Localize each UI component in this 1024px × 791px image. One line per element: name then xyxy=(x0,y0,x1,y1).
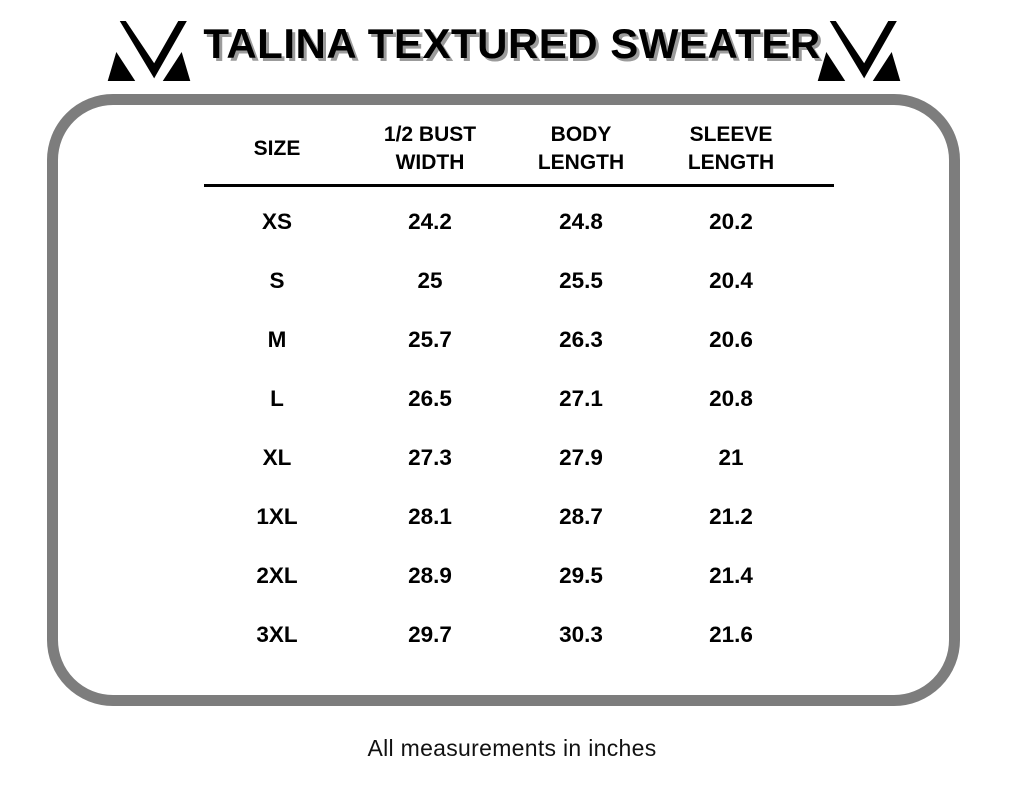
table-body: XS 24.2 24.8 20.2 S 25 25.5 20.4 M 25.7 … xyxy=(204,193,834,665)
table-row-s: S 25 25.5 20.4 xyxy=(204,252,834,311)
column-header-half-bust-width: 1/2 BUST WIDTH xyxy=(350,121,510,177)
table-row-2xl: 2XL 28.9 29.5 21.4 xyxy=(204,547,834,606)
column-header-label: BODY LENGTH xyxy=(537,123,625,174)
bust-width-value: 28.1 xyxy=(408,504,452,530)
sleeve-length-value: 20.8 xyxy=(709,386,753,412)
table-row-xl: XL 27.3 27.9 21 xyxy=(204,429,834,488)
body-length-value: 27.9 xyxy=(559,445,603,471)
body-length-value: 30.3 xyxy=(559,622,603,648)
sleeve-length-value: 21.2 xyxy=(709,504,753,530)
size-label: XS xyxy=(261,209,292,235)
body-length-value: 24.8 xyxy=(559,209,603,235)
brand-monogram-icon xyxy=(106,17,192,83)
size-label: S xyxy=(269,268,285,294)
size-label: L xyxy=(270,386,284,412)
sleeve-length-value: 21 xyxy=(718,445,744,471)
bust-width-value: 25.7 xyxy=(408,327,452,353)
body-length-value: 29.5 xyxy=(559,563,603,589)
size-label: 3XL xyxy=(256,622,298,648)
sleeve-length-value: 21.6 xyxy=(709,622,753,648)
size-label: 1XL xyxy=(256,504,298,530)
bust-width-value: 26.5 xyxy=(408,386,452,412)
size-label: 2XL xyxy=(256,563,298,589)
bust-width-value: 29.7 xyxy=(408,622,452,648)
size-label: XL xyxy=(262,445,292,471)
column-header-label: 1/2 BUST WIDTH xyxy=(383,123,477,174)
bust-width-value: 28.9 xyxy=(408,563,452,589)
sleeve-length-value: 21.4 xyxy=(709,563,753,589)
table-row-3xl: 3XL 29.7 30.3 21.6 xyxy=(204,606,834,665)
product-title: TALINA TEXTURED SWEATER xyxy=(203,20,821,67)
sleeve-length-value: 20.4 xyxy=(709,268,753,294)
table-row-m: M 25.7 26.3 20.6 xyxy=(204,311,834,370)
bust-width-value: 25 xyxy=(417,268,443,294)
sleeve-length-value: 20.2 xyxy=(709,209,753,235)
sleeve-length-value: 20.6 xyxy=(709,327,753,353)
column-header-label: SIZE xyxy=(253,136,301,160)
brand-monogram-icon xyxy=(816,17,902,83)
column-header-size: SIZE xyxy=(204,121,350,177)
table-header-row: SIZE 1/2 BUST WIDTH BODY LENGTH SLEEVE L… xyxy=(204,121,834,187)
column-header-body-length: BODY LENGTH xyxy=(510,121,652,177)
size-chart-panel xyxy=(47,94,960,706)
bust-width-value: 24.2 xyxy=(408,209,452,235)
bust-width-value: 27.3 xyxy=(408,445,452,471)
column-header-label: SLEEVE LENGTH xyxy=(687,123,775,174)
body-length-value: 28.7 xyxy=(559,504,603,530)
table-row-l: L 26.5 27.1 20.8 xyxy=(204,370,834,429)
body-length-value: 25.5 xyxy=(559,268,603,294)
measurements-note: All measurements in inches xyxy=(367,735,657,761)
column-header-sleeve-length: SLEEVE LENGTH xyxy=(652,121,810,177)
table-row-xs: XS 24.2 24.8 20.2 xyxy=(204,193,834,252)
size-table: SIZE 1/2 BUST WIDTH BODY LENGTH SLEEVE L… xyxy=(204,121,834,665)
size-label: M xyxy=(267,327,287,353)
body-length-value: 27.1 xyxy=(559,386,603,412)
table-row-1xl: 1XL 28.1 28.7 21.2 xyxy=(204,488,834,547)
body-length-value: 26.3 xyxy=(559,327,603,353)
